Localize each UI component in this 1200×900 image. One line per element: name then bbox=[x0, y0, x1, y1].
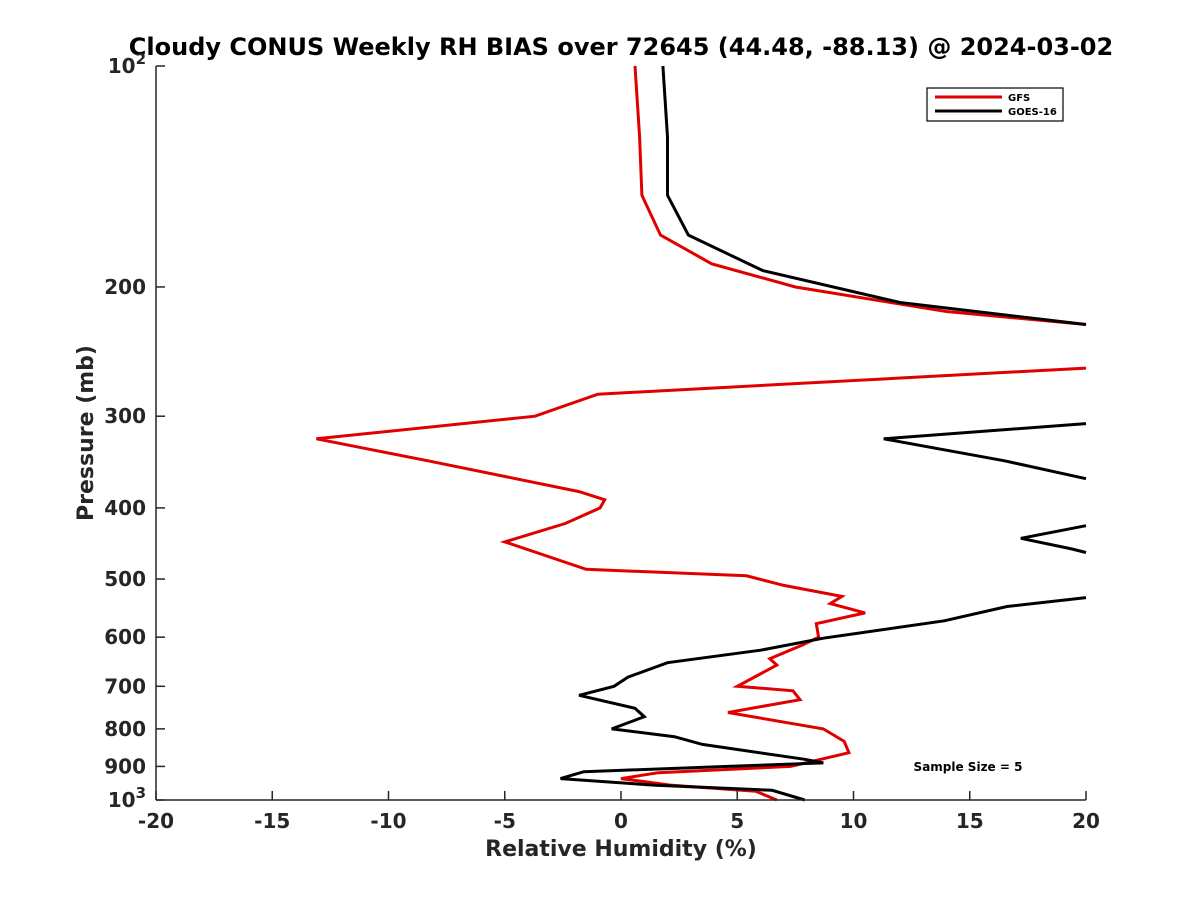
legend-box bbox=[926, 87, 1064, 122]
y-ticks: 102 200 300 400 500 600 700 800 900 103 bbox=[104, 50, 165, 812]
y-tick-label: 200 bbox=[104, 275, 146, 299]
x-tick-label: 15 bbox=[956, 809, 984, 833]
plot-area: -20 -15 -10 -5 0 5 10 15 20 102 200 300 400 500 600 70… bbox=[104, 50, 1100, 833]
series-line-goes-16 bbox=[883, 422, 1087, 481]
y-tick-label: 700 bbox=[104, 674, 146, 698]
legend: GFS GOES-16 bbox=[926, 87, 1064, 122]
y-tick-label: 400 bbox=[104, 496, 146, 520]
x-tick-label: 10 bbox=[840, 809, 868, 833]
plot-background bbox=[156, 66, 1086, 800]
y-tick-label: 300 bbox=[104, 404, 146, 428]
y-axis-label: Pressure (mb) bbox=[74, 345, 99, 521]
legend-label-gfs: GFS bbox=[1008, 93, 1030, 104]
y-tick-label: 900 bbox=[104, 754, 146, 778]
series-line-goes-16 bbox=[1020, 524, 1087, 554]
y-tick-label: 103 bbox=[108, 784, 146, 812]
x-ticks: -20 -15 -10 -5 0 5 10 15 20 bbox=[138, 791, 1100, 833]
series-line-gfs bbox=[316, 366, 1087, 802]
series-line-goes-16 bbox=[661, 65, 1087, 326]
x-tick-label: -20 bbox=[138, 809, 174, 833]
series-line-goes-16 bbox=[560, 596, 1087, 802]
x-tick-label: -5 bbox=[494, 809, 516, 833]
x-tick-label: 20 bbox=[1072, 809, 1100, 833]
x-axis-label: Relative Humidity (%) bbox=[485, 837, 757, 862]
x-tick-label: -10 bbox=[370, 809, 406, 833]
y-tick-label: 500 bbox=[104, 567, 146, 591]
series-line-gfs bbox=[633, 65, 1087, 326]
chart-title: Cloudy CONUS Weekly RH BIAS over 72645 (… bbox=[129, 33, 1113, 61]
series-layer bbox=[316, 65, 1087, 802]
y-tick-label: 800 bbox=[104, 717, 146, 741]
x-tick-label: -15 bbox=[254, 809, 290, 833]
y-tick-label: 102 bbox=[108, 50, 146, 78]
y-tick-label: 600 bbox=[104, 625, 146, 649]
legend-label-goes-16: GOES-16 bbox=[1008, 107, 1057, 118]
x-tick-label: 5 bbox=[730, 809, 744, 833]
sample-size-annotation: Sample Size = 5 bbox=[914, 760, 1023, 774]
x-tick-label: 0 bbox=[614, 809, 628, 833]
